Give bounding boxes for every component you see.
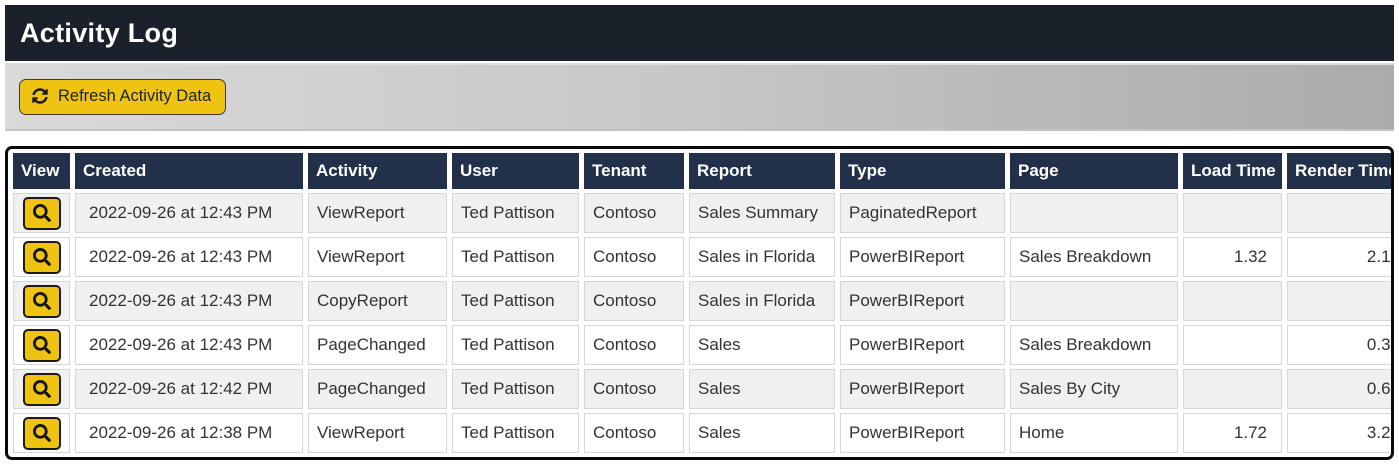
magnifier-icon	[32, 336, 51, 354]
page-title: Activity Log	[20, 17, 179, 48]
view-details-button[interactable]	[22, 196, 61, 230]
cell-tenant: Contoso	[584, 413, 684, 453]
cell-render-time: 0.31	[1287, 325, 1391, 365]
cell-report: Sales	[689, 325, 835, 365]
cell-view	[13, 369, 70, 409]
refresh-activity-button[interactable]: Refresh Activity Data	[19, 79, 227, 115]
cell-page	[1010, 193, 1178, 233]
cell-render-time: 3.22	[1287, 413, 1391, 453]
view-details-button[interactable]	[22, 372, 61, 406]
toolbar: Refresh Activity Data	[5, 63, 1394, 131]
cell-user: Ted Pattison	[452, 325, 579, 365]
magnifier-icon	[32, 424, 51, 442]
cell-page: Home	[1010, 413, 1178, 453]
column-header-render-time: Render Time	[1287, 153, 1391, 189]
cell-activity: ViewReport	[308, 193, 447, 233]
cell-tenant: Contoso	[584, 325, 684, 365]
cell-report: Sales	[689, 413, 835, 453]
cell-user: Ted Pattison	[452, 193, 579, 233]
cell-render-time	[1287, 281, 1391, 321]
column-header-user: User	[452, 153, 579, 189]
column-header-activity: Activity	[308, 153, 447, 189]
cell-type: PowerBIReport	[840, 369, 1005, 409]
cell-load-time	[1183, 369, 1282, 409]
cell-activity: ViewReport	[308, 237, 447, 277]
column-header-type: Type	[840, 153, 1005, 189]
column-header-tenant: Tenant	[584, 153, 684, 189]
table-header-row: View Created Activity User Tenant Report…	[13, 153, 1391, 189]
cell-report: Sales in Florida	[689, 281, 835, 321]
magnifier-icon	[32, 380, 51, 398]
cell-render-time: 2.19	[1287, 237, 1391, 277]
cell-created: 2022-09-26 at 12:43 PM	[75, 281, 303, 321]
cell-load-time: 1.32	[1183, 237, 1282, 277]
activity-table: View Created Activity User Tenant Report…	[8, 149, 1391, 457]
cell-view	[13, 193, 70, 233]
cell-type: PowerBIReport	[840, 237, 1005, 277]
column-header-view: View	[13, 153, 70, 189]
activity-table-frame: View Created Activity User Tenant Report…	[5, 146, 1394, 460]
view-details-button[interactable]	[22, 328, 61, 362]
cell-user: Ted Pattison	[452, 413, 579, 453]
refresh-button-label: Refresh Activity Data	[58, 87, 212, 106]
cell-created: 2022-09-26 at 12:42 PM	[75, 369, 303, 409]
cell-user: Ted Pattison	[452, 237, 579, 277]
cell-activity: ViewReport	[308, 413, 447, 453]
cell-tenant: Contoso	[584, 237, 684, 277]
cell-created: 2022-09-26 at 12:43 PM	[75, 325, 303, 365]
cell-render-time	[1287, 193, 1391, 233]
cell-type: PowerBIReport	[840, 325, 1005, 365]
column-header-page: Page	[1010, 153, 1178, 189]
table-row: 2022-09-26 at 12:43 PM CopyReport Ted Pa…	[13, 281, 1391, 321]
cell-activity: PageChanged	[308, 369, 447, 409]
view-details-button[interactable]	[22, 284, 61, 318]
cell-user: Ted Pattison	[452, 281, 579, 321]
cell-view	[13, 237, 70, 277]
cell-page: Sales Breakdown	[1010, 325, 1178, 365]
column-header-created: Created	[75, 153, 303, 189]
magnifier-icon	[32, 292, 51, 310]
cell-load-time	[1183, 325, 1282, 365]
title-bar: Activity Log	[5, 5, 1394, 61]
cell-created: 2022-09-26 at 12:43 PM	[75, 237, 303, 277]
cell-user: Ted Pattison	[452, 369, 579, 409]
view-details-button[interactable]	[22, 416, 61, 450]
cell-load-time	[1183, 193, 1282, 233]
magnifier-icon	[32, 248, 51, 266]
cell-type: PowerBIReport	[840, 281, 1005, 321]
cell-load-time: 1.72	[1183, 413, 1282, 453]
cell-tenant: Contoso	[584, 369, 684, 409]
cell-type: PaginatedReport	[840, 193, 1005, 233]
activity-table-body: 2022-09-26 at 12:43 PM ViewReport Ted Pa…	[13, 193, 1391, 453]
cell-page: Sales By City	[1010, 369, 1178, 409]
cell-created: 2022-09-26 at 12:43 PM	[75, 193, 303, 233]
refresh-icon	[32, 88, 48, 105]
cell-tenant: Contoso	[584, 193, 684, 233]
table-row: 2022-09-26 at 12:43 PM PageChanged Ted P…	[13, 325, 1391, 365]
table-row: 2022-09-26 at 12:43 PM ViewReport Ted Pa…	[13, 193, 1391, 233]
view-details-button[interactable]	[22, 240, 61, 274]
cell-report: Sales	[689, 369, 835, 409]
cell-render-time: 0.65	[1287, 369, 1391, 409]
cell-view	[13, 325, 70, 365]
column-header-report: Report	[689, 153, 835, 189]
cell-load-time	[1183, 281, 1282, 321]
cell-report: Sales in Florida	[689, 237, 835, 277]
cell-report: Sales Summary	[689, 193, 835, 233]
cell-type: PowerBIReport	[840, 413, 1005, 453]
table-row: 2022-09-26 at 12:43 PM ViewReport Ted Pa…	[13, 237, 1391, 277]
cell-created: 2022-09-26 at 12:38 PM	[75, 413, 303, 453]
table-row: 2022-09-26 at 12:38 PM ViewReport Ted Pa…	[13, 413, 1391, 453]
magnifier-icon	[32, 204, 51, 222]
cell-tenant: Contoso	[584, 281, 684, 321]
cell-view	[13, 413, 70, 453]
column-header-load-time: Load Time	[1183, 153, 1282, 189]
cell-page	[1010, 281, 1178, 321]
table-row: 2022-09-26 at 12:42 PM PageChanged Ted P…	[13, 369, 1391, 409]
cell-view	[13, 281, 70, 321]
cell-activity: PageChanged	[308, 325, 447, 365]
activity-log-page: Activity Log Refresh Activity Data View	[5, 5, 1394, 460]
cell-page: Sales Breakdown	[1010, 237, 1178, 277]
cell-activity: CopyReport	[308, 281, 447, 321]
